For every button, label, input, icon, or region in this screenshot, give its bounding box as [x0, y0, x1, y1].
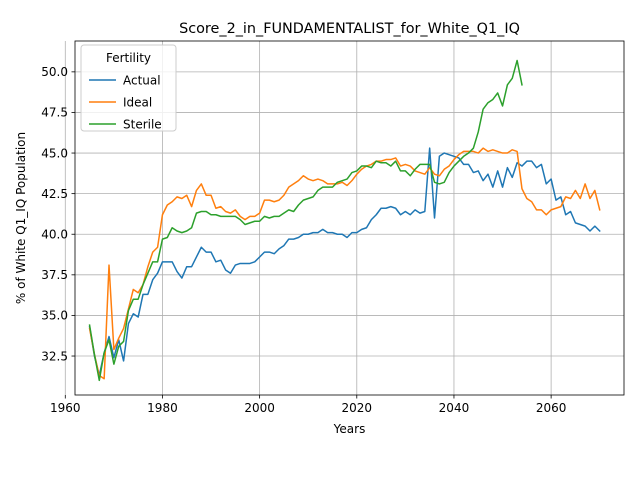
x-tick-label: 2020: [342, 401, 373, 415]
axis-ticks: 1960 1980 2000 2020 2040 2060 32.5 35.0 37.5 40.0…: [41, 65, 566, 415]
x-tick-label: 2000: [244, 401, 275, 415]
x-tick-label: 2040: [439, 401, 470, 415]
legend: Fertility Actual Ideal Sterile: [80, 44, 177, 132]
x-tick-label: 1960: [50, 401, 81, 415]
y-tick-label: 42.5: [41, 187, 68, 201]
legend-label-sterile: Sterile: [123, 117, 162, 131]
y-tick-label: 35.0: [41, 309, 68, 323]
y-tick-label: 37.5: [41, 268, 68, 282]
y-tick-label: 47.5: [41, 106, 68, 120]
y-tick-label: 40.0: [41, 228, 68, 242]
y-axis-label: % of White Q1_IQ Population: [14, 132, 28, 304]
y-tick-label: 32.5: [41, 349, 68, 363]
series-line-actual: [88, 147, 601, 377]
legend-box: [80, 44, 177, 132]
legend-items: Actual Ideal Sterile: [89, 73, 162, 131]
legend-label-ideal: Ideal: [123, 95, 152, 109]
y-tick-label: 50.0: [41, 65, 68, 79]
plot-frame: [74, 40, 625, 396]
legend-title: Fertility: [106, 51, 151, 65]
y-tick-label: 45.0: [41, 146, 68, 160]
legend-label-actual: Actual: [123, 73, 161, 87]
series-lines: [88, 59, 601, 382]
series-line-ideal: [88, 147, 601, 380]
series-line-sterile: [88, 59, 523, 382]
x-tick-label: 1980: [147, 401, 178, 415]
chart-title: Score_2_in_FUNDAMENTALIST_for_White_Q1_I…: [179, 21, 520, 37]
x-axis-label: Years: [333, 422, 366, 436]
x-tick-label: 2060: [536, 401, 567, 415]
